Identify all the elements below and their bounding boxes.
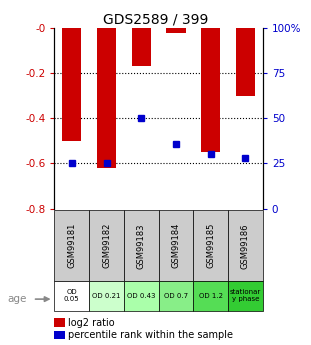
Text: OD 0.43: OD 0.43 [127,293,156,299]
Text: stationar
y phase: stationar y phase [230,289,261,302]
Bar [159,210,193,281]
Text: GSM99183: GSM99183 [137,223,146,268]
Bar [124,210,159,281]
Text: OD 0.7: OD 0.7 [164,293,188,299]
Bar [166,28,186,33]
Bar [228,210,263,281]
Bar [54,281,89,310]
Bar [97,28,116,168]
Text: GSM99185: GSM99185 [206,223,215,268]
Bar [159,281,193,310]
Bar [54,210,89,281]
Bar [193,281,228,310]
Bar [201,28,220,152]
Bar [89,281,124,310]
Bar [89,210,124,281]
Text: log2 ratio: log2 ratio [68,318,115,327]
Bar [54,318,65,327]
Bar [62,28,81,141]
Text: OD
0.05: OD 0.05 [64,289,80,302]
Text: GSM99181: GSM99181 [67,223,76,268]
Text: percentile rank within the sample: percentile rank within the sample [68,330,234,339]
Bar [124,281,159,310]
Text: age: age [8,294,27,304]
Text: OD 0.21: OD 0.21 [92,293,121,299]
Bar [54,331,65,339]
Bar [236,28,255,96]
Text: GSM99186: GSM99186 [241,223,250,268]
Text: OD 1.2: OD 1.2 [199,293,223,299]
Text: GDS2589 / 399: GDS2589 / 399 [103,12,208,26]
Bar [228,281,263,310]
Text: GSM99182: GSM99182 [102,223,111,268]
Bar [132,28,151,66]
Bar [193,210,228,281]
Text: GSM99184: GSM99184 [171,223,180,268]
